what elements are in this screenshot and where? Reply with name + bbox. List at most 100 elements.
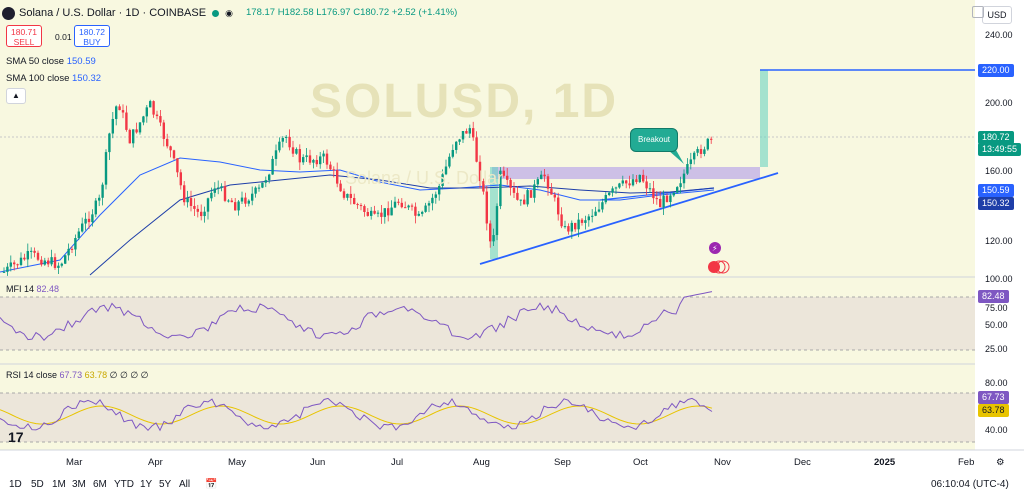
breakout-callout[interactable]: Breakout xyxy=(630,128,678,152)
candle-body xyxy=(540,174,543,180)
candle-body xyxy=(438,185,441,195)
candle-body xyxy=(431,197,434,204)
range-ytd[interactable]: YTD xyxy=(114,479,134,490)
currency-selector[interactable]: USD xyxy=(982,6,1012,24)
range-3m[interactable]: 3M xyxy=(72,479,86,490)
range-5y[interactable]: 5Y xyxy=(159,479,172,490)
target-projection-bar xyxy=(760,70,768,167)
candle-body xyxy=(557,197,560,215)
eye-icon[interactable]: ◉ xyxy=(225,7,233,18)
lightning-glyph: ⚡ xyxy=(712,244,718,253)
rsi-label: RSI 14 close xyxy=(6,370,58,380)
candle-body xyxy=(9,262,12,267)
us-event-icon xyxy=(716,260,730,274)
range-all[interactable]: All xyxy=(179,479,191,490)
range-1y[interactable]: 1Y xyxy=(140,479,153,490)
symbol-header[interactable]: Solana / U.S. Dollar · 1D · COINBASE ◉ xyxy=(2,5,233,21)
range-1m[interactable]: 1M xyxy=(52,479,66,490)
sma100-legend[interactable]: SMA 100 close 150.32 xyxy=(6,73,101,84)
candle-body xyxy=(414,206,417,216)
candle-body xyxy=(145,107,148,117)
rsi-legend[interactable]: RSI 14 close 67.73 63.78 ∅ ∅ ∅ ∅ xyxy=(6,370,149,381)
breakout-callout-tail xyxy=(668,150,684,164)
candle-body xyxy=(162,122,165,139)
candle-body xyxy=(533,184,536,198)
candle-body xyxy=(580,219,584,223)
candle-body xyxy=(631,179,635,186)
candle-body xyxy=(635,179,638,183)
maximize-icon[interactable] xyxy=(972,6,984,18)
candle-body xyxy=(604,194,607,203)
candle-body xyxy=(597,209,601,212)
candle-body xyxy=(410,205,414,207)
rsi-lines xyxy=(0,397,713,432)
candle-body xyxy=(594,211,597,216)
symbol-watermark: SOLUSD, 1D xyxy=(310,75,619,128)
candle-body xyxy=(421,211,424,214)
candle-body xyxy=(444,166,448,175)
candle-body xyxy=(121,110,125,113)
axis-settings-icon[interactable]: ⚙ xyxy=(996,457,1005,468)
candle-body xyxy=(142,116,145,123)
candle-body xyxy=(393,201,397,208)
range-6m[interactable]: 6M xyxy=(93,479,107,490)
time-tick: Sep xyxy=(554,457,571,468)
us-event-icon[interactable] xyxy=(708,261,720,273)
candle-body xyxy=(689,159,692,165)
candle-body xyxy=(2,271,6,273)
candle-body xyxy=(332,169,335,171)
buy-button[interactable]: 180.72 BUY xyxy=(74,25,110,47)
candle-body xyxy=(234,202,237,211)
collapse-legend-button[interactable]: ▲ xyxy=(6,88,26,104)
candle-body xyxy=(132,129,135,144)
candle-body xyxy=(206,198,210,212)
candle-body xyxy=(638,174,641,183)
candle-body xyxy=(125,112,128,130)
calendar-icon[interactable]: 📅 xyxy=(205,479,218,490)
candle-body xyxy=(478,161,482,182)
candle-body xyxy=(703,149,706,154)
candle-body xyxy=(376,212,380,214)
candle-body xyxy=(519,199,522,201)
candle-body xyxy=(458,139,461,142)
mfi-legend[interactable]: MFI 14 82.48 xyxy=(6,284,59,294)
mfi-value-tag: 82.48 xyxy=(978,290,1009,303)
candle-body xyxy=(441,174,444,186)
sell-label: SELL xyxy=(13,37,35,47)
lightning-event-icon[interactable] xyxy=(709,242,721,254)
range-5d[interactable]: 5D xyxy=(31,479,44,490)
candle-body xyxy=(213,188,216,193)
candle-body xyxy=(567,226,570,232)
clock[interactable]: 06:10:04 (UTC-4) xyxy=(931,479,1009,490)
candle-body xyxy=(427,203,431,206)
rsi-tick: 80.00 xyxy=(985,378,1008,388)
mfi-value: 82.48 xyxy=(36,284,60,294)
candle-body xyxy=(380,212,383,217)
candle-body xyxy=(475,137,478,162)
range-1d[interactable]: 1D xyxy=(9,479,22,490)
price-tick: 200.00 xyxy=(985,98,1013,108)
candle-body xyxy=(159,116,162,123)
candle-body xyxy=(516,192,519,200)
candle-body xyxy=(196,208,199,212)
candle-body xyxy=(183,185,186,203)
candle-body xyxy=(397,201,400,203)
sell-button[interactable]: 180.71 SELL xyxy=(6,25,42,47)
tradingview-logo[interactable]: 17 xyxy=(8,429,24,445)
candle-body xyxy=(461,131,465,140)
candle-body xyxy=(261,182,264,188)
sma50-label: SMA 50 close xyxy=(6,56,65,67)
mfi-label: MFI 14 xyxy=(6,284,35,294)
candle-body xyxy=(652,188,655,199)
candle-body xyxy=(543,174,546,177)
candle-body xyxy=(33,250,36,253)
candle-body xyxy=(274,150,278,159)
candle-body xyxy=(23,257,26,260)
candle-body xyxy=(115,106,118,119)
candle-body xyxy=(281,137,284,142)
candle-body xyxy=(373,210,376,214)
candle-body xyxy=(47,260,50,265)
sma50-legend[interactable]: SMA 50 close 150.59 xyxy=(6,56,96,67)
